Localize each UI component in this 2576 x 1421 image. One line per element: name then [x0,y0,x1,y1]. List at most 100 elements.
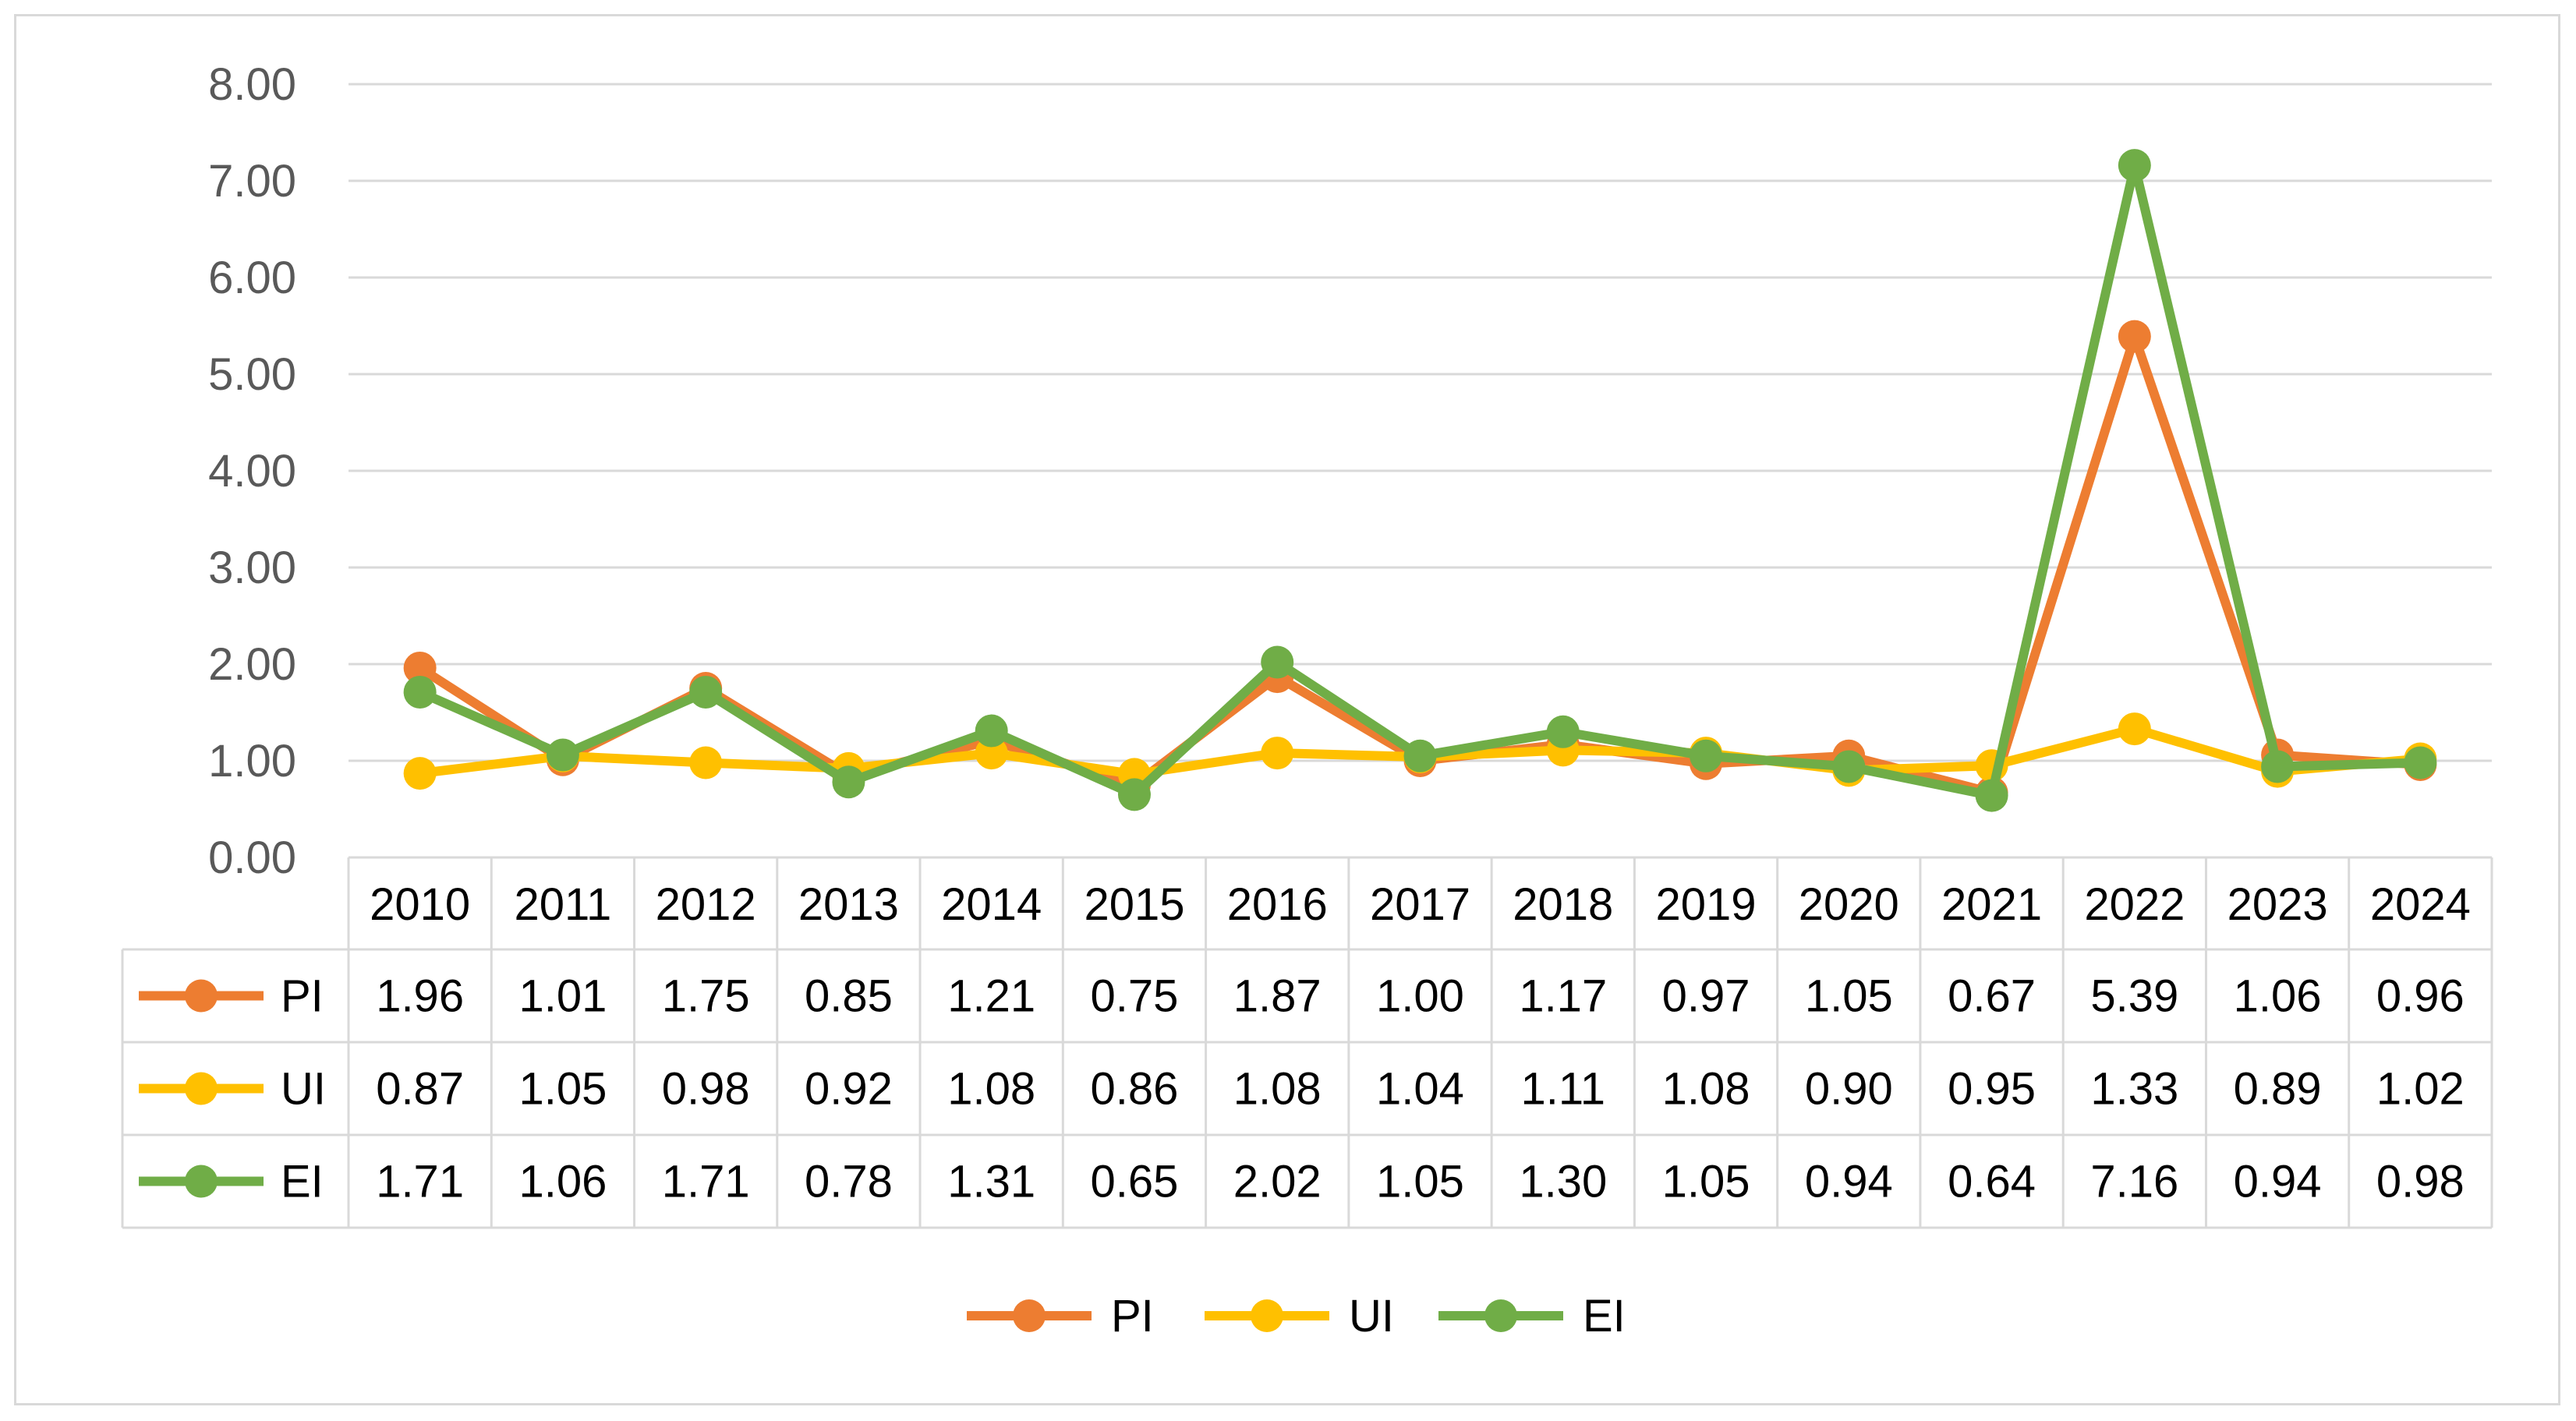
y-tick-label: 8.00 [208,59,296,110]
data-point-ui [2118,712,2151,746]
y-tick-label: 6.00 [208,253,296,303]
table-value-cell: 1.04 [1376,1064,1464,1115]
x-category-label: 2010 [370,879,470,930]
data-point-ei [1117,778,1151,811]
table-value-cell: 1.05 [1662,1157,1750,1207]
table-value-cell: 0.96 [2376,971,2465,1022]
x-category-label: 2012 [656,879,756,930]
table-value-cell: 1.06 [2234,971,2322,1022]
table-value-cell: 0.67 [1948,971,2036,1022]
x-category-label: 2023 [2227,879,2328,930]
data-point-ei [1261,645,1294,679]
x-category-label: 2016 [1227,879,1328,930]
data-point-ei [2261,750,2295,783]
table-value-cell: 0.78 [805,1157,893,1207]
table-value-cell: 1.33 [2090,1064,2178,1115]
table-series-name: PI [281,971,324,1022]
legend-key-marker [1484,1299,1517,1332]
x-category-label: 2021 [1941,879,2042,930]
table-value-cell: 0.95 [1948,1064,2036,1115]
y-tick-label: 1.00 [208,736,296,786]
x-category-label: 2024 [2370,879,2471,930]
table-value-cell: 2.02 [1233,1157,1322,1207]
table-value-cell: 0.64 [1948,1157,2036,1207]
x-category-label: 2020 [1799,879,1899,930]
table-value-cell: 1.02 [2376,1064,2465,1115]
legend-key-marker [1251,1299,1283,1332]
x-category-label: 2014 [941,879,1042,930]
table-value-cell: 1.75 [662,971,750,1022]
data-point-ei [689,675,723,709]
table-value-cell: 1.11 [1520,1064,1605,1115]
data-point-ei [1546,715,1580,748]
chart-frame [14,14,2560,1405]
data-point-ei [832,765,865,799]
table-value-cell: 0.94 [2234,1157,2322,1207]
table-value-cell: 0.98 [662,1064,750,1115]
x-category-label: 2022 [2084,879,2185,930]
table-value-cell: 1.08 [1662,1064,1750,1115]
table-value-cell: 1.01 [518,971,607,1022]
table-value-cell: 0.92 [805,1064,893,1115]
data-point-pi [2118,320,2151,353]
table-value-cell: 1.87 [1233,971,1322,1022]
legend-label: PI [1111,1291,1154,1341]
table-legend-key-marker [185,1165,218,1198]
y-tick-label: 3.00 [208,543,296,593]
data-point-ui [689,746,723,779]
table-value-cell: 1.08 [1233,1064,1322,1115]
data-point-ei [1832,750,1866,783]
table-value-cell: 1.71 [376,1157,464,1207]
x-category-label: 2019 [1656,879,1757,930]
table-value-cell: 0.97 [1662,971,1750,1022]
table-legend-key-marker [185,979,218,1013]
table-value-cell: 1.30 [1519,1157,1607,1207]
table-value-cell: 1.06 [518,1157,607,1207]
table-series-name: EI [281,1157,324,1207]
table-value-cell: 0.98 [2376,1157,2465,1207]
data-point-ui [1261,737,1294,770]
table-value-cell: 1.31 [947,1157,1035,1207]
x-category-label: 2017 [1370,879,1470,930]
table-series-name: UI [281,1064,326,1115]
data-point-ei [2404,746,2437,779]
x-category-label: 2013 [798,879,899,930]
table-value-cell: 0.87 [376,1064,464,1115]
table-value-cell: 0.94 [1805,1157,1893,1207]
table-value-cell: 1.08 [947,1064,1035,1115]
data-point-ei [1403,739,1437,772]
data-point-ei [403,675,437,709]
table-value-cell: 0.85 [805,971,893,1022]
data-point-ei [975,714,1008,748]
table-value-cell: 1.71 [662,1157,750,1207]
table-legend-key-marker [185,1072,218,1105]
table-value-cell: 7.16 [2090,1157,2178,1207]
table-value-cell: 0.75 [1091,971,1179,1022]
series-line-ei [415,161,2426,801]
data-point-ei [1690,739,1723,772]
table-value-cell: 0.90 [1805,1064,1893,1115]
y-tick-label: 4.00 [208,446,296,497]
table-value-cell: 1.05 [1376,1157,1464,1207]
y-tick-label: 5.00 [208,349,296,400]
x-category-label: 2015 [1084,879,1184,930]
legend-key-marker [1013,1299,1046,1332]
x-category-label: 2018 [1513,879,1613,930]
legend-label: UI [1349,1291,1394,1341]
x-category-label: 2011 [515,879,612,930]
table-value-cell: 1.05 [1805,971,1893,1022]
legend-label: EI [1583,1291,1626,1341]
data-point-pi [403,651,437,684]
y-tick-label: 2.00 [208,639,296,690]
table-value-cell: 0.65 [1091,1157,1179,1207]
table-value-cell: 1.05 [518,1064,607,1115]
table-value-cell: 0.89 [2234,1064,2322,1115]
y-tick-label: 0.00 [208,832,296,883]
table-value-cell: 5.39 [2090,971,2178,1022]
data-point-ei [1975,779,2008,812]
y-tick-label: 7.00 [208,156,296,207]
table-value-cell: 1.00 [1376,971,1464,1022]
table-value-cell: 1.21 [947,971,1035,1022]
table-value-cell: 1.96 [376,971,464,1022]
